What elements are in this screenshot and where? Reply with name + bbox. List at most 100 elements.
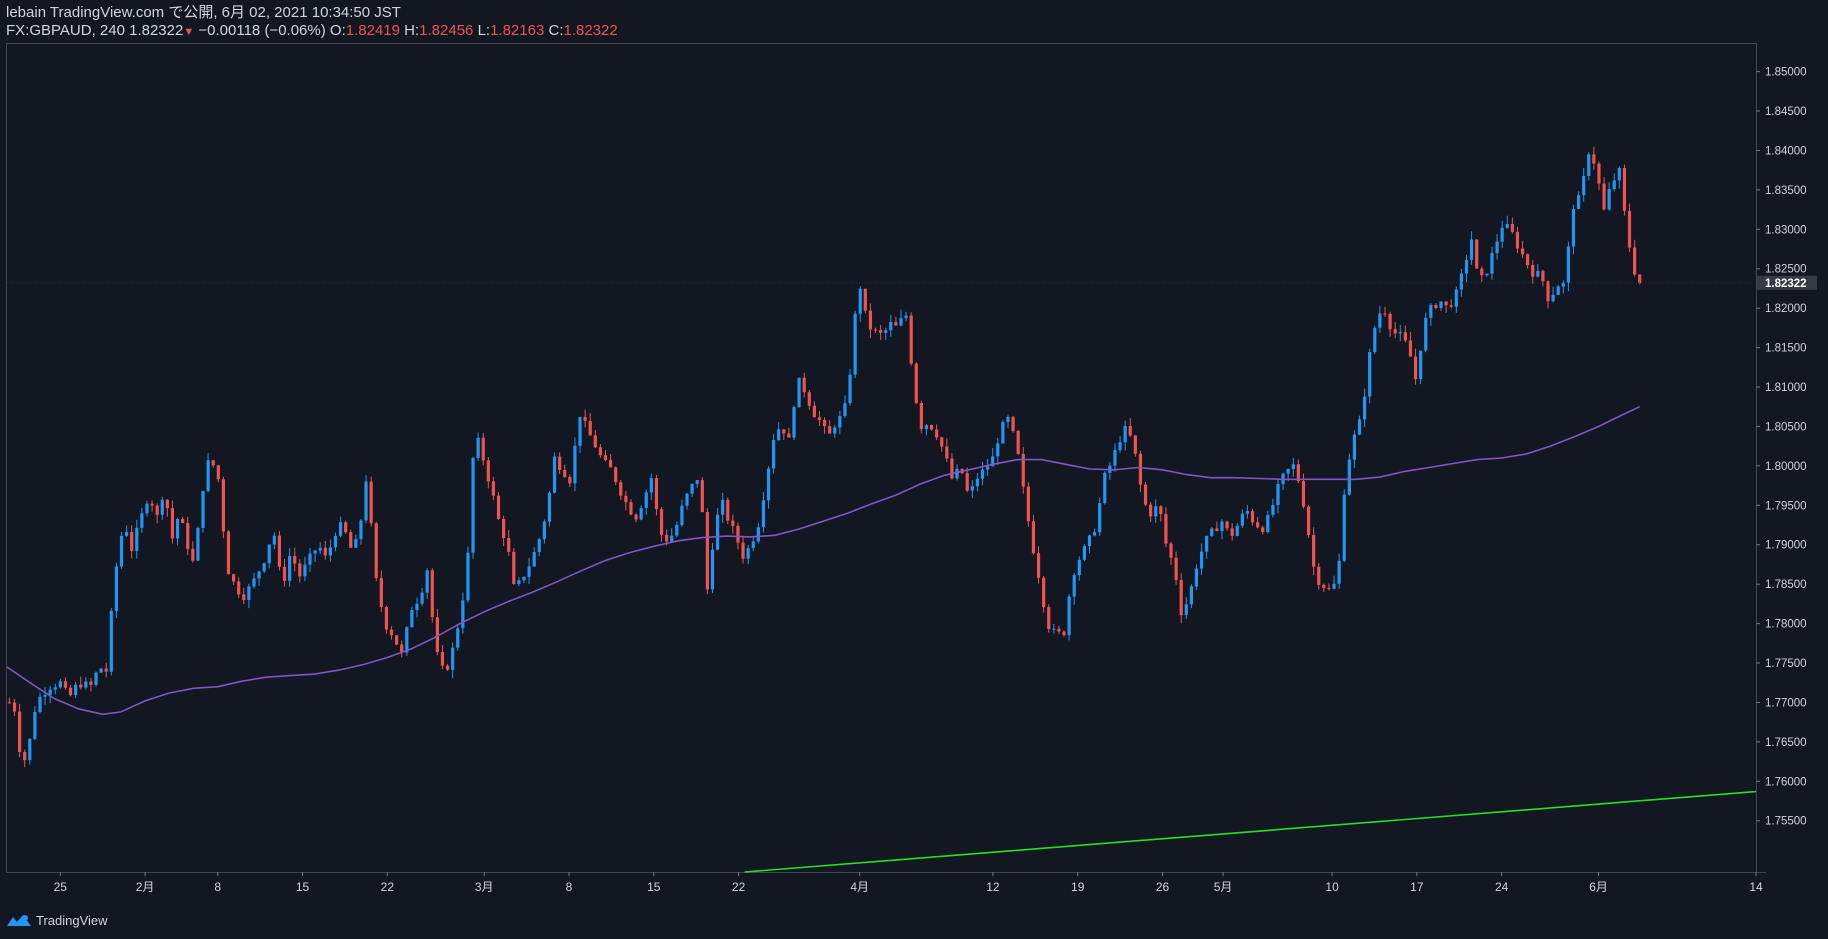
candle-body [1230, 528, 1234, 536]
candle-body [787, 433, 791, 438]
candle-body [1597, 163, 1601, 184]
time-tick-label: 14 [1749, 880, 1763, 894]
candle [945, 438, 949, 463]
candle-body [451, 647, 455, 670]
candle-body [766, 468, 771, 501]
candle [1531, 259, 1535, 284]
time-axis[interactable]: 25 2月 8 15 22 3月 8 15 22 4月 12 19 26 5月 10 17 24 6月 14 [54, 872, 1763, 894]
candle [1607, 182, 1611, 211]
candle-body [1047, 607, 1051, 630]
price-axis[interactable]: 1.85000 1.84500 1.84000 1.83500 1.83000 1.825… [1756, 67, 1817, 828]
candle-body [1408, 340, 1413, 357]
candle-body [440, 652, 445, 666]
down-arrow-icon: ▼ [183, 26, 195, 38]
candle-body [323, 547, 327, 556]
candle-body [1286, 469, 1290, 474]
candle [899, 309, 903, 327]
candle-body [1220, 521, 1224, 532]
candle-body [175, 518, 180, 539]
candle [1036, 546, 1041, 584]
candle-body [216, 465, 220, 480]
candle-body [1225, 521, 1229, 529]
candle [145, 500, 149, 517]
candle-body [125, 532, 129, 536]
candle-body [935, 429, 939, 438]
candle [608, 453, 613, 468]
candle-body [1006, 416, 1010, 423]
candle [1403, 325, 1407, 343]
candle [980, 461, 985, 486]
brand-footer[interactable]: TradingView [6, 910, 108, 930]
price-tick-label: 1.79000 [1765, 540, 1807, 552]
candle-body [1189, 586, 1193, 605]
open-label: O: [329, 22, 346, 39]
candle-body [1500, 227, 1504, 242]
candle-body [267, 544, 271, 564]
candle [690, 483, 694, 498]
candles-group [7, 146, 1642, 767]
candle-body [517, 580, 521, 585]
candle [344, 520, 348, 534]
price-tick-label: 1.83000 [1765, 224, 1807, 236]
candle-body [12, 702, 17, 712]
candle [675, 521, 679, 538]
moving-average-line[interactable] [6, 405, 1641, 716]
candle-body [1143, 484, 1148, 505]
candle-body [700, 480, 704, 513]
candle-body [1164, 514, 1168, 544]
low-label: L: [477, 22, 491, 39]
candle [272, 532, 276, 550]
candle-body [18, 711, 22, 753]
candle [777, 422, 781, 441]
trendline[interactable] [744, 790, 1757, 873]
candle-body [181, 518, 185, 524]
candle-body [272, 535, 276, 545]
candle-body [665, 534, 669, 542]
candle-body [828, 426, 832, 434]
candle-body [542, 521, 546, 540]
time-tick-label: 17 [1410, 880, 1424, 894]
candle [1475, 239, 1479, 269]
candle [507, 529, 511, 556]
price-tick-label: 1.83500 [1765, 185, 1807, 197]
candle-body [237, 581, 241, 595]
candle [843, 395, 847, 418]
candle-body [471, 457, 475, 553]
candle [68, 684, 73, 697]
candle-body [1312, 535, 1316, 567]
candle [986, 458, 990, 476]
candle [1067, 594, 1071, 641]
candle-body [1480, 268, 1484, 276]
candle [1250, 508, 1255, 526]
candle [792, 405, 796, 441]
candle [935, 424, 939, 441]
candle-body [1194, 568, 1199, 587]
candle [1342, 489, 1346, 563]
candle [1138, 450, 1143, 493]
candle-body [950, 458, 954, 479]
symbol-legend[interactable]: FX:GBPAUD, 240 1.82322▼ −0.00118 (−0.06%… [6, 22, 618, 40]
candle-body [1042, 577, 1046, 608]
candle [1021, 446, 1025, 494]
candle [1194, 564, 1199, 590]
symbol-label[interactable]: FX:GBPAUD, 240 [6, 22, 125, 39]
candle [1617, 166, 1621, 189]
last-price-badge-label: 1.82322 [1765, 278, 1807, 290]
candle-body [257, 571, 261, 579]
candle [721, 492, 725, 523]
candle [1327, 583, 1331, 591]
candle-body [1103, 472, 1107, 504]
candle-body [1526, 254, 1530, 266]
candle [894, 316, 898, 326]
candle [929, 424, 934, 431]
candle [1062, 630, 1066, 637]
candle-body [945, 446, 949, 459]
candle [38, 692, 42, 714]
candle-body [1332, 583, 1336, 589]
chart-header: lebain TradingView.com で公開, 6月 02, 2021 … [6, 4, 618, 40]
candle [323, 540, 327, 560]
candle [578, 416, 582, 454]
candle-body [318, 547, 322, 551]
candle [237, 577, 241, 598]
